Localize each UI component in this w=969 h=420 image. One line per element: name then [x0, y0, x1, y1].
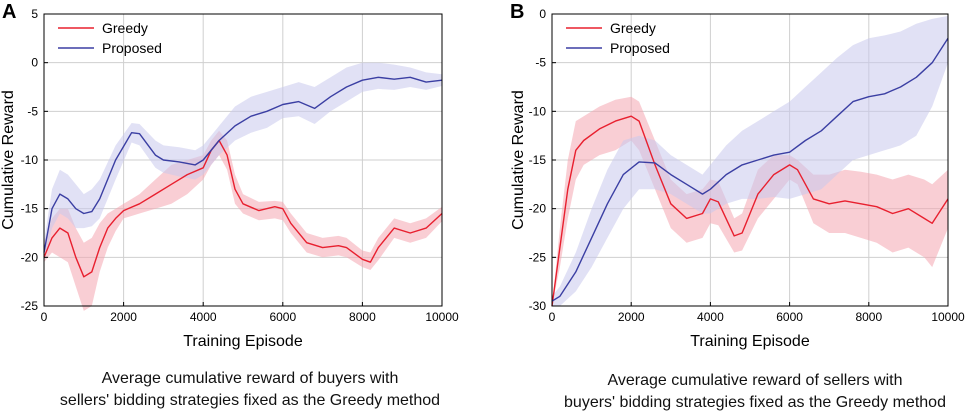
y-tick-label: -15 — [529, 153, 547, 167]
legend-label-proposed: Proposed — [102, 40, 162, 56]
legend-label-greedy: Greedy — [610, 20, 656, 36]
caption-b-line-2: buyers' bidding strategies fixed as the … — [564, 394, 946, 411]
x-tick-label: 2000 — [618, 310, 645, 324]
x-tick-label: 4000 — [697, 310, 724, 324]
caption-a: Average cumulative reward of buyers with… — [40, 368, 460, 412]
y-tick-label: -20 — [529, 202, 547, 216]
band-proposed — [44, 62, 442, 263]
panel-letter: B — [510, 1, 524, 23]
legend-label-proposed: Proposed — [610, 40, 670, 56]
y-axis-label: Cumulative Reward — [0, 90, 17, 230]
x-tick-label: 10000 — [425, 310, 459, 324]
y-tick-label: -15 — [21, 202, 39, 216]
band-greedy — [44, 130, 442, 311]
y-tick-label: 0 — [31, 56, 38, 70]
caption-a-line-1: Average cumulative reward of buyers with — [101, 370, 399, 387]
legend: Greedy Proposed — [566, 20, 670, 56]
y-tick-label: 5 — [31, 7, 38, 21]
x-tick-label: 8000 — [855, 310, 882, 324]
x-tick-label: 8000 — [349, 310, 376, 324]
y-axis-label: Cumulative Reward — [510, 90, 527, 230]
y-tick-label: -20 — [21, 250, 39, 264]
y-tick-label: -10 — [529, 104, 547, 118]
line-greedy — [551, 115, 949, 307]
x-tick-label: 2000 — [110, 310, 137, 324]
y-tick-label: 0 — [539, 7, 546, 21]
legend: Greedy Proposed — [58, 20, 162, 56]
chart-panel-a: 0 2000 4000 6000 8000 10000 5 0 -5 -10 -15 -20 -25 Tr… — [0, 1, 459, 350]
y-tick-label: -5 — [535, 56, 546, 70]
x-tick-label: 10000 — [931, 310, 965, 324]
x-axis-label: Training Episode — [183, 333, 303, 350]
line-proposed — [551, 37, 949, 302]
y-tick-label: -5 — [27, 104, 38, 118]
chart-panel-b: 0 2000 4000 6000 8000 10000 0 -5 -10 -15 -20 -25 -30… — [510, 1, 965, 350]
x-axis-label: Training Episode — [690, 333, 810, 350]
legend-label-greedy: Greedy — [102, 20, 148, 36]
caption-b-line-1: Average cumulative reward of sellers wit… — [607, 372, 903, 389]
caption-a-line-2: sellers' bidding strategies fixed as the… — [59, 392, 441, 409]
x-tick-label: 4000 — [190, 310, 217, 324]
y-tick-label: -25 — [529, 250, 547, 264]
y-tick-label: -30 — [529, 299, 547, 313]
band-proposed — [552, 15, 948, 307]
line-greedy — [43, 139, 443, 278]
x-tick-label: 6000 — [269, 310, 296, 324]
x-tick-label: 0 — [549, 310, 556, 324]
panel-letter: A — [2, 1, 16, 23]
line-proposed — [43, 76, 443, 253]
x-tick-label: 6000 — [776, 310, 803, 324]
y-tick-label: -25 — [21, 299, 39, 313]
caption-b: Average cumulative reward of sellers wit… — [545, 370, 965, 414]
x-tick-label: 0 — [41, 310, 48, 324]
y-tick-label: -10 — [21, 153, 39, 167]
